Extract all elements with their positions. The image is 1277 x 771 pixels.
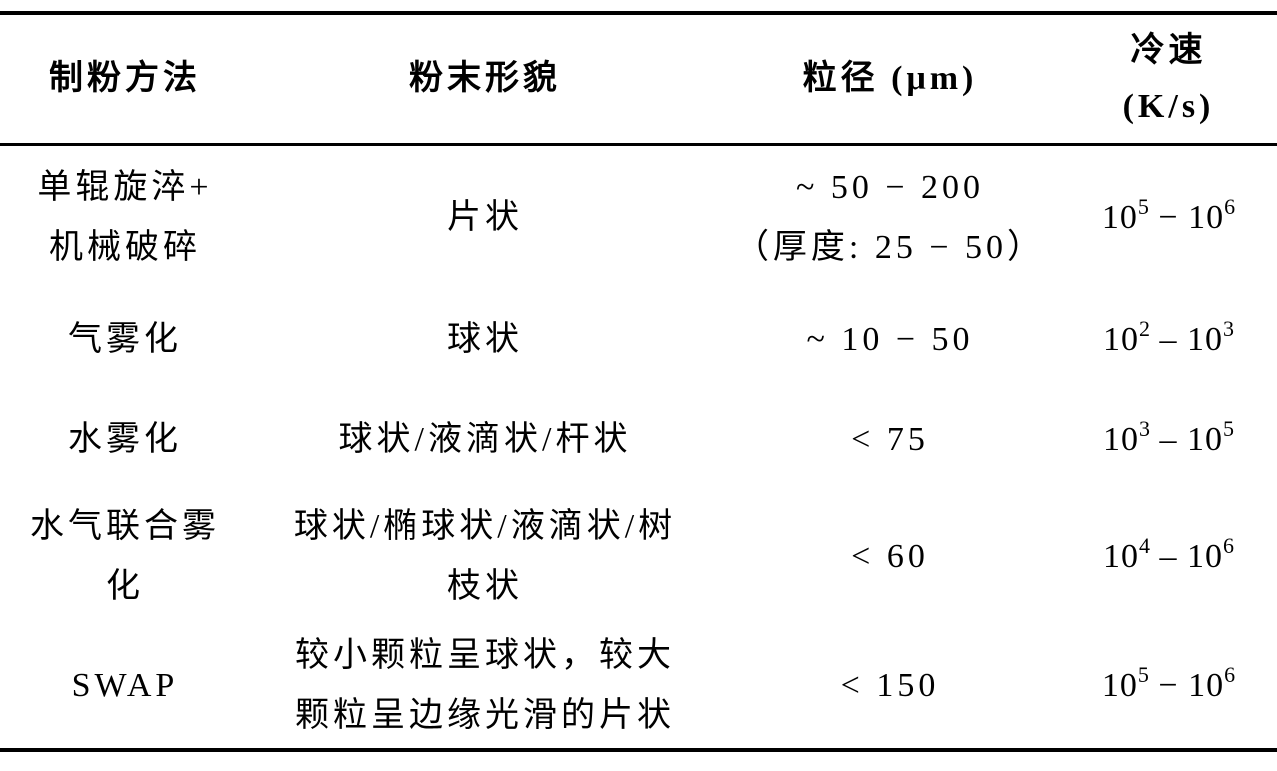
cooling-rate-ae: 5 — [1137, 193, 1149, 219]
morphology-cell: 球状/椭球状/液滴状/树 枝状 — [250, 490, 720, 625]
cooling-rate-be: 6 — [1223, 533, 1234, 558]
method-cell-line: SWAP — [71, 667, 179, 704]
size-cell-line: < 150 — [840, 667, 940, 704]
method-cell-line: 水气联合雾 — [30, 508, 220, 545]
morphology-cell-line: 球状/椭球状/液滴状/树 — [293, 508, 677, 545]
header-morphology: 粉末形貌 — [250, 13, 720, 145]
header-cooling-rate: 冷速 (K/s) — [1060, 13, 1277, 145]
size-cell-line: （厚度: 25 − 50） — [734, 228, 1046, 266]
header-cooling-rate-line: (K/s) — [1122, 88, 1215, 125]
cooling-rate-b: 10 — [1188, 198, 1225, 236]
morphology-cell-line: 球状/液滴状/杆状 — [338, 420, 632, 458]
header-method: 制粉方法 — [0, 13, 250, 145]
morphology-cell: 球状 — [250, 290, 720, 390]
header-row: 制粉方法 粉末形貌 粒径 (μm) 冷速 (K/s) — [0, 13, 1277, 145]
table-row: SWAP 较小颗粒呈球状，较大 颗粒呈边缘光滑的片状 < 150 105 − 106 — [0, 625, 1277, 750]
cooling-rate-cell: 104 – 106 — [1060, 490, 1277, 625]
morphology-cell-line: 球状 — [447, 320, 523, 358]
size-cell-line: ~ 50 − 200 — [795, 168, 985, 206]
powder-methods-table: 制粉方法 粉末形貌 粒径 (μm) 冷速 (K/s) 单辊旋淬+ 机械破碎 片状 ~ 50 −… — [0, 11, 1277, 752]
cooling-rate-ae: 5 — [1137, 662, 1149, 687]
method-cell: 气雾化 — [0, 290, 250, 390]
table-row: 单辊旋淬+ 机械破碎 片状 ~ 50 − 200 （厚度: 25 − 50） 105 − … — [0, 145, 1277, 290]
cooling-rate-cell: 103 – 105 — [1060, 390, 1277, 490]
cooling-rate-be: 3 — [1223, 315, 1234, 341]
cooling-rate-a: 10 — [1103, 420, 1139, 458]
morphology-cell-line: 颗粒呈边缘光滑的片状 — [295, 697, 675, 734]
method-cell-line: 机械破碎 — [49, 228, 201, 266]
method-cell: 水雾化 — [0, 390, 250, 490]
size-cell-line: < 60 — [851, 538, 929, 575]
method-cell: 水气联合雾化 — [0, 490, 250, 625]
size-cell: ~ 50 − 200 （厚度: 25 − 50） — [720, 145, 1060, 290]
cooling-rate-cell: 105 − 106 — [1060, 625, 1277, 750]
table-row: 水气联合雾化球状/椭球状/液滴状/树 枝状 < 60 104 – 106 — [0, 490, 1277, 625]
cooling-rate-ae: 4 — [1139, 533, 1150, 558]
cooling-rate-cell: 105 − 106 — [1060, 145, 1277, 290]
cooling-rate-b: 10 — [1187, 420, 1223, 458]
size-cell-line: < 75 — [851, 420, 929, 458]
method-cell: 单辊旋淬+ 机械破碎 — [0, 145, 250, 290]
size-cell: ~ 10 − 50 — [720, 290, 1060, 390]
method-cell: SWAP — [0, 625, 250, 750]
header-size-line: 粒径 (μm) — [802, 60, 978, 97]
size-cell-line: ~ 10 − 50 — [806, 320, 974, 358]
method-cell-line: 水雾化 — [68, 420, 182, 458]
cooling-rate-cell: 102 – 103 — [1060, 290, 1277, 390]
header-cooling-rate-line: 冷速 — [1130, 32, 1207, 69]
cooling-rate-a: 10 — [1103, 538, 1139, 575]
morphology-cell-line: 较小颗粒呈球状，较大 — [295, 637, 675, 674]
cooling-rate-a: 10 — [1101, 198, 1138, 236]
table-row: 水雾化 球状/液滴状/杆状 < 75 103 – 105 — [0, 390, 1277, 490]
method-cell-line: 化 — [106, 568, 144, 605]
size-cell: < 150 — [720, 625, 1060, 750]
cooling-rate-sep: – — [1150, 538, 1187, 575]
cooling-rate-b: 10 — [1187, 320, 1223, 358]
morphology-cell: 球状/液滴状/杆状 — [250, 390, 720, 490]
cooling-rate-be: 5 — [1223, 415, 1234, 441]
cooling-rate-ae: 3 — [1139, 415, 1150, 441]
cooling-rate-sep: – — [1150, 320, 1187, 358]
morphology-cell-line: 枝状 — [447, 568, 523, 605]
morphology-cell: 较小颗粒呈球状，较大 颗粒呈边缘光滑的片状 — [250, 625, 720, 750]
cooling-rate-sep: − — [1148, 667, 1189, 704]
cooling-rate-be: 6 — [1224, 193, 1236, 219]
cooling-rate-a: 10 — [1101, 667, 1138, 704]
cooling-rate-b: 10 — [1188, 667, 1225, 704]
method-cell-line: 气雾化 — [68, 320, 182, 358]
cooling-rate-a: 10 — [1103, 320, 1139, 358]
size-cell: < 75 — [720, 390, 1060, 490]
header-method-line: 制粉方法 — [49, 60, 201, 97]
cooling-rate-sep: − — [1148, 198, 1189, 236]
header-morphology-line: 粉末形貌 — [409, 60, 561, 97]
cooling-rate-b: 10 — [1187, 538, 1223, 575]
size-cell: < 60 — [720, 490, 1060, 625]
morphology-cell-line: 片状 — [447, 198, 523, 236]
header-size: 粒径 (μm) — [720, 13, 1060, 145]
method-cell-line: 单辊旋淬+ — [37, 168, 213, 206]
morphology-cell: 片状 — [250, 145, 720, 290]
cooling-rate-sep: – — [1150, 420, 1187, 458]
cooling-rate-ae: 2 — [1139, 315, 1150, 341]
table-row: 气雾化 球状 ~ 10 − 50 102 – 103 — [0, 290, 1277, 390]
cooling-rate-be: 6 — [1224, 662, 1236, 687]
